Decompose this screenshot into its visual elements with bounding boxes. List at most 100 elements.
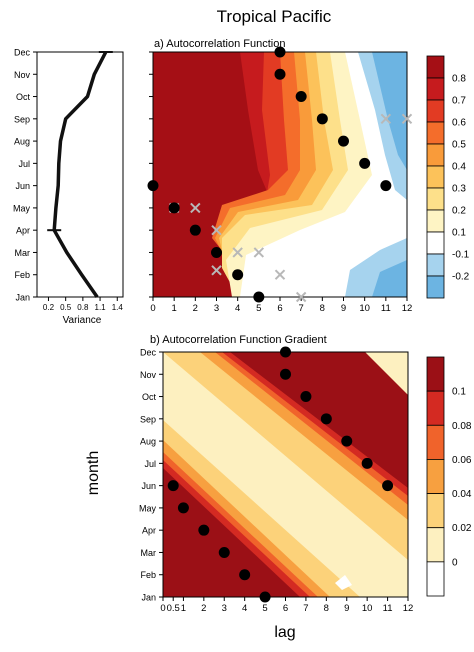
gradient-month-ticks: Jan Feb Mar Apr May Jun Jul Aug Sep Oct Nov Dec — [139, 348, 163, 603]
acf-colorbar-swatch — [426, 99, 445, 123]
gradient-black-dot — [239, 569, 251, 581]
acf-grey-cross — [253, 247, 265, 258]
acf-black-dot — [232, 269, 244, 281]
acf-colorbar-swatch — [426, 165, 445, 189]
acf-x-tick-label: 1 — [172, 303, 177, 314]
y-axis-label: month — [85, 451, 102, 495]
acf-colorbar-swatch — [426, 253, 445, 277]
gradient-colorbar-swatch — [426, 561, 445, 597]
gradient-x-tick-label: 8 — [324, 603, 329, 614]
gradient-colorbar-label: 0.02 — [452, 523, 472, 534]
acf-grey-cross — [380, 113, 392, 125]
acf-black-dot — [147, 180, 159, 192]
acf-contour-10 — [372, 52, 407, 170]
acf-black-dot — [211, 246, 222, 258]
variance-x-tick-label: 0.8 — [77, 303, 89, 312]
gradient-black-dot — [218, 546, 230, 558]
gradient-month-label: Apr — [142, 526, 156, 536]
variance-error-bars — [47, 51, 113, 232]
gradient-colorbar-label: 0.08 — [452, 421, 472, 432]
variance-x-tick-label: 0.2 — [43, 303, 55, 312]
gradient-colorbar-label: 0.04 — [452, 489, 472, 500]
variance-x-tick-label: 1.4 — [112, 303, 124, 312]
acf-black-dot — [189, 224, 201, 236]
gradient-x-tick-label: 11 — [383, 603, 393, 614]
gradient-month-label: Dec — [140, 348, 157, 358]
gradient-black-dot — [177, 502, 189, 514]
gradient-black-dot — [259, 591, 271, 603]
acf-month-ticks — [149, 51, 153, 298]
gradient-contour-5 — [230, 352, 408, 488]
acf-black-dot — [295, 91, 307, 103]
acf-black-dot — [168, 202, 180, 214]
acf-x-tick-label: 9 — [341, 303, 346, 314]
acf-x-tick-label: 2 — [193, 303, 198, 314]
gradient-month-label: Jul — [144, 459, 156, 469]
x-axis-label: lag — [274, 624, 295, 641]
acf-colorbar-label: 0.1 — [452, 228, 466, 239]
acf-black-dot — [338, 135, 349, 147]
acf-colorbar-swatch — [426, 209, 445, 233]
gradient-colorbar-swatch — [426, 424, 445, 460]
acf-title: a) Autocorrelation Function — [154, 38, 285, 50]
gradient-markers — [167, 346, 394, 603]
gradient-x-tick-label: 2 — [201, 603, 206, 614]
acf-black-dot — [380, 180, 392, 192]
acf-colorbar-swatch — [426, 121, 445, 145]
variance-month-ticks: Jan Feb Mar Apr May Jun Jul Aug Sep Oct Nov Dec — [13, 48, 37, 303]
gradient-black-dot — [382, 480, 394, 492]
gradient-colorbar-swatch — [426, 459, 445, 494]
gradient-x-tick-label: 0 — [160, 603, 165, 614]
gradient-month-label: Feb — [140, 570, 156, 580]
gradient-x-tick-label: 4 — [242, 603, 247, 614]
acf-x-tick-label: 7 — [299, 303, 304, 314]
gradient-month-label: Oct — [142, 392, 157, 402]
variance-month-label: Feb — [14, 270, 30, 280]
acf-colorbar-label: 0.3 — [452, 184, 466, 195]
variance-x-tick-label: 1.1 — [95, 303, 107, 312]
gradient-black-dot — [341, 435, 353, 447]
gradient-black-dot — [300, 391, 312, 403]
gradient-black-dot — [320, 413, 332, 425]
acf-grey-cross — [190, 202, 201, 214]
gradient-colorbar: 0.1 0.08 0.06 0.04 0.02 0 — [426, 356, 472, 597]
acf-grey-cross — [274, 269, 286, 280]
acf-colorbar-swatch — [426, 187, 445, 211]
gradient-black-dot — [167, 480, 179, 492]
acf-x-tick-label: 11 — [381, 303, 391, 314]
variance-month-label: Mar — [15, 248, 31, 258]
acf-contour-fill — [153, 52, 407, 297]
gradient-black-dot — [198, 524, 210, 536]
variance-month-label: Oct — [16, 92, 31, 102]
figure-title: Tropical Pacific — [217, 7, 332, 26]
variance-month-label: Jul — [18, 159, 30, 169]
gradient-colorbar-swatch — [426, 493, 445, 529]
gradient-colorbar-label: 0.06 — [452, 455, 472, 466]
gradient-panel: b) Autocorrelation Function Gradient 0 0.… — [85, 334, 472, 641]
acf-colorbar-swatch — [426, 143, 445, 167]
gradient-colorbar-label: 0.1 — [452, 387, 466, 398]
acf-grey-cross — [401, 113, 413, 125]
gradient-x-tick-label: 0.5 — [167, 603, 180, 614]
acf-colorbar-label: 0.8 — [452, 74, 466, 85]
acf-colorbar: 0.8 0.7 0.6 0.5 0.4 0.3 0.2 0.1 -0.1 -0.2 — [426, 55, 470, 299]
gradient-month-label: May — [139, 503, 157, 513]
acf-colorbar-label: 0.6 — [452, 118, 466, 129]
acf-grey-cross — [232, 247, 243, 258]
gradient-month-label: Nov — [140, 370, 157, 380]
gradient-month-label: Jun — [141, 481, 156, 491]
gradient-white-patch — [335, 575, 352, 590]
variance-x-ticks: 0.2 0.5 0.8 1.1 1.4 — [43, 297, 123, 312]
gradient-title: b) Autocorrelation Function Gradient — [150, 334, 327, 346]
acf-x-tick-label: 8 — [320, 303, 325, 314]
acf-x-tick-label: 5 — [256, 303, 261, 314]
acf-colorbar-swatch — [426, 77, 445, 101]
gradient-x-tick-label: 5 — [262, 603, 267, 614]
acf-panel: a) Autocorrelation Function 0 1 2 3 4 5 6 7 8 9 10… — [147, 38, 470, 314]
gradient-x-tick-label: 12 — [403, 603, 414, 614]
gradient-black-dot — [280, 368, 291, 380]
acf-colorbar-label: -0.1 — [452, 250, 470, 261]
variance-month-label: Nov — [14, 70, 31, 80]
acf-black-dot — [274, 46, 286, 58]
gradient-black-dot — [280, 346, 291, 358]
